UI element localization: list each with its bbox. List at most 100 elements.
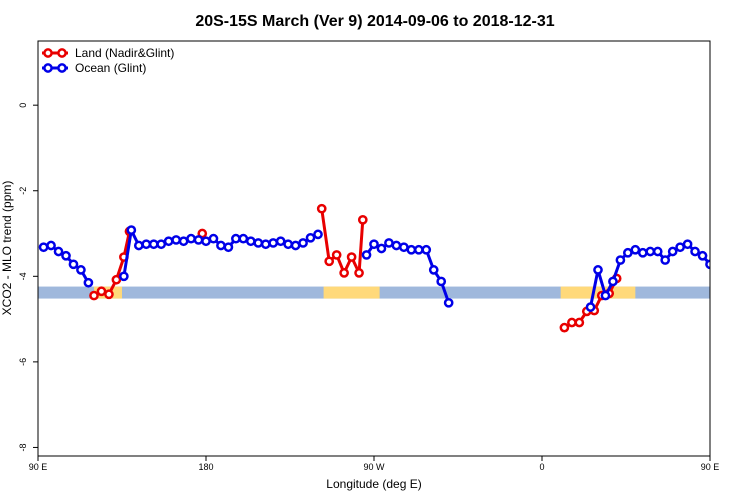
plot-content [38,203,728,333]
x-tick-label: 90 E [29,462,48,472]
y-axis: 0 -2 -4 -6 -8 [18,103,38,451]
land-data-point [559,322,570,333]
ocean-data-point [38,242,49,253]
land-legend-marker [57,48,67,58]
y-tick-label: -4 [18,272,28,280]
ocean-data-point [46,240,56,251]
ocean-data-point [406,244,417,255]
ocean-data-point [283,239,293,250]
land-legend-marker [43,48,53,58]
ocean-data-point [675,242,685,253]
ocean-data-point [186,233,196,244]
land-band-segment [323,286,380,299]
ocean-data-point [623,247,633,258]
ocean-legend-marker [43,63,53,73]
land-legend-label: Land (Nadir&Glint) [75,46,174,60]
ocean-data-point [313,229,323,240]
ocean-data-point [275,236,286,247]
land-series-line [93,231,131,297]
ocean-data-point [436,276,447,287]
ocean-data-point [697,250,708,261]
x-tick-label: 0 [539,462,544,472]
ocean-data-point [208,233,219,244]
ocean-data-point [413,244,424,255]
land-data-point [346,252,357,262]
ocean-data-point [245,236,256,247]
ocean-data-point [608,276,618,287]
ocean-data-point [690,246,700,257]
ocean-data-point [428,265,439,275]
ocean-data-point [290,240,301,251]
ocean-data-point [156,239,167,250]
land-data-point [104,289,114,300]
ocean-data-point [141,239,152,250]
land-data-point [354,268,364,278]
ocean-data-point [615,255,626,265]
ocean-data-point [61,250,71,261]
ocean-data-point [126,225,137,235]
ocean-data-point [76,265,86,275]
ocean-data-point [68,259,79,270]
ocean-data-point [260,239,271,250]
y-axis-label: XCO2 - MLO trend (ppm) [0,181,14,316]
x-tick-label: 90 E [701,462,720,472]
ocean-data-point [163,236,174,247]
land-data-point [89,290,99,301]
ocean-data-point [201,236,211,247]
ocean-data-point [119,271,129,282]
land-data-point [339,268,349,278]
ocean-data-point [443,297,454,308]
ocean-data-point [645,246,656,257]
ocean-data-point [223,242,234,253]
ocean-data-point [682,239,693,250]
ocean-legend-label: Ocean (Glint) [75,61,146,75]
chart-title: 20S-15S March (Ver 9) 2014-09-06 to 2018… [195,13,554,30]
x-axis-label: Longitude (deg E) [326,477,421,491]
ocean-data-point [652,246,663,257]
y-tick-label: -8 [18,443,28,451]
ocean-data-point [83,277,94,288]
land-data-point [96,286,107,297]
x-tick-label: 90 W [363,462,385,472]
ocean-data-point [660,255,671,265]
y-tick-label: -2 [18,187,28,195]
ocean-data-point [399,242,409,253]
ocean-data-point [585,302,596,312]
ocean-data-point [600,290,611,301]
land-data-point [574,317,585,328]
ocean-legend-marker [57,63,67,73]
ocean-data-point [384,238,394,248]
ocean-data-point [238,233,249,244]
y-tick-label: -6 [18,358,28,366]
ocean-data-point [714,265,721,272]
ocean-data-point [53,246,64,257]
ocean-data-point [376,243,387,254]
land-data-point [567,317,577,328]
x-axis: 90 E 180 90 W 0 90 E [29,456,720,472]
ocean-data-point [630,244,641,255]
y-tick-label: 0 [18,103,28,108]
ocean-data-point [178,236,189,247]
x-tick-label: 180 [198,462,213,472]
ocean-data-point [721,279,728,286]
ocean-data-point [133,240,144,251]
ocean-data-point [637,247,648,258]
legend: Land (Nadir&Glint)Ocean (Glint) [42,46,174,75]
ocean-data-point [216,240,226,251]
ocean-data-point [421,244,432,255]
land-data-point [316,203,327,214]
ocean-data-point [268,238,279,248]
ocean-data-point [148,239,159,250]
land-data-point [324,256,335,267]
ocean-data-point [369,239,379,250]
ocean-data-point [391,240,402,251]
ocean-data-point [667,246,678,257]
ocean-data-point [705,259,710,270]
ocean-data-point [593,265,603,275]
plot-area [38,203,728,333]
ocean-data-point [193,235,204,245]
ocean-series-line [122,228,319,277]
ocean-data-point [298,238,308,248]
ocean-data-point [231,233,241,244]
